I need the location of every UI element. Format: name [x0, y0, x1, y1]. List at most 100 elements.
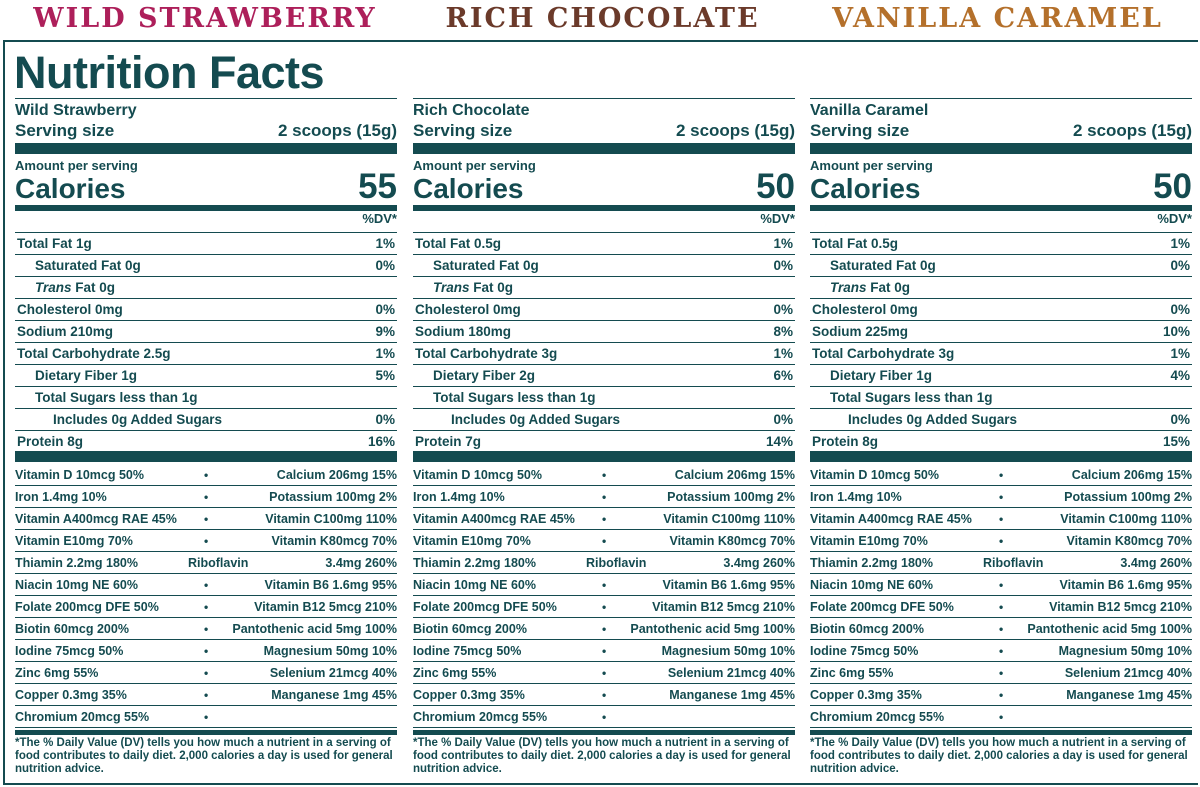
vitamin-thick-rule [810, 451, 1192, 462]
nutrient-dv: 1% [375, 236, 395, 251]
vitamin-left: Copper 0.3mg 35% [810, 687, 922, 702]
flavor-header-chocolate: RICH CHOCOLATE [445, 2, 760, 34]
vitamin-left: Niacin 10mg NE 60% [413, 577, 536, 592]
vitamin-left: Iodine 75mcg 50% [413, 643, 522, 658]
bullet-separator: • [602, 710, 607, 724]
vitamin-left: Chromium 20mcg 55% [15, 709, 150, 724]
vitamin-row: Vitamin D 10mcg 50% • Calcium 206mg 15% [810, 464, 1192, 486]
nutrient-label: Cholesterol 0mg [17, 302, 123, 317]
nutrient-row: Total Sugars less than 1g [413, 386, 795, 408]
bullet-separator: • [204, 468, 209, 482]
vitamin-row: Copper 0.3mg 35% • Manganese 1mg 45% [810, 684, 1192, 706]
vitamin-row: Vitamin A400mcg RAE 45% • Vitamin C100mg 1… [15, 508, 397, 530]
vitamin-row: Vitamin D 10mcg 50% • Calcium 206mg 15% [15, 464, 397, 486]
vitamin-thick-rule [15, 451, 397, 462]
vitamin-right: Magnesium 50mg 10% [1058, 644, 1192, 658]
vitamin-right: Vitamin B6 1.6mg 95% [264, 578, 397, 592]
vitamin-row: Biotin 60mcg 200% • Pantothenic acid 5mg 1… [413, 618, 795, 640]
nutrient-row: Total Fat 0.5g 1% [413, 232, 795, 254]
nutrient-row: Total Carbohydrate 3g 1% [413, 342, 795, 364]
nutrient-dv: 0% [773, 412, 793, 427]
vitamin-row: Biotin 60mcg 200% • Pantothenic acid 5mg 1… [810, 618, 1192, 640]
calories-row: Calories 50 [413, 169, 795, 204]
nutrient-dv: 0% [773, 302, 793, 317]
nutrient-label: Saturated Fat 0g [35, 258, 141, 273]
calories-value: 55 [358, 167, 397, 206]
nutrient-row: Includes 0g Added Sugars 0% [810, 408, 1192, 430]
vitamin-row: Folate 200mcg DFE 50% • Vitamin B12 5mcg 2… [413, 596, 795, 618]
vitamin-left: Vitamin A400mcg RAE 45% [413, 511, 575, 526]
vitamin-row: Zinc 6mg 55% • Selenium 21mcg 40% [810, 662, 1192, 684]
footnote: *The % Daily Value (DV) tells you how mu… [810, 737, 1188, 775]
vitamin-left: Vitamin D 10mcg 50% [15, 467, 144, 482]
calories-row: Calories 50 [810, 169, 1192, 204]
vitamin-right: 3.4mg 260% [325, 556, 397, 570]
vitamin-right: 3.4mg 260% [723, 556, 795, 570]
vitamin-right: Pantothenic acid 5mg 100% [630, 622, 795, 636]
vitamin-right: Manganese 1mg 45% [1066, 688, 1192, 702]
footnote-rule [413, 730, 795, 735]
vitamin-row: Niacin 10mg NE 60% • Vitamin B6 1.6mg 95% [413, 574, 795, 596]
vitamin-mid: Riboflavin [586, 556, 647, 570]
nutrient-dv: 8% [773, 324, 793, 339]
nutrient-label: Saturated Fat 0g [433, 258, 539, 273]
nutrient-label-italic: Trans [35, 280, 72, 295]
nutrient-row: Total Carbohydrate 3g 1% [810, 342, 1192, 364]
vitamin-right: Pantothenic acid 5mg 100% [232, 622, 397, 636]
amount-per-serving: Amount per serving [810, 158, 933, 173]
bullet-separator: • [204, 644, 209, 658]
nutrient-dv: 9% [375, 324, 395, 339]
vitamin-row: Zinc 6mg 55% • Selenium 21mcg 40% [413, 662, 795, 684]
bullet-separator: • [602, 644, 607, 658]
vitamin-left: Thiamin 2.2mg 180% [413, 555, 536, 570]
vitamin-left: Folate 200mcg DFE 50% [15, 599, 159, 614]
bullet-separator: • [204, 534, 209, 548]
vitamin-left: Vitamin D 10mcg 50% [810, 467, 939, 482]
vitamin-row: Vitamin E10mg 70% • Vitamin K80mcg 70% [15, 530, 397, 552]
nutrient-dv: 4% [1170, 368, 1190, 383]
vitamin-row: Thiamin 2.2mg 180% Riboflavin 3.4mg 260% [810, 552, 1192, 574]
vitamin-row: Iodine 75mcg 50% • Magnesium 50mg 10% [810, 640, 1192, 662]
amount-per-serving: Amount per serving [15, 158, 138, 173]
vitamin-right: Vitamin C100mg 110% [1060, 512, 1192, 526]
nutrient-dv: 1% [773, 346, 793, 361]
calories-label: Calories [810, 173, 921, 204]
nutrient-dv: 0% [375, 412, 395, 427]
bullet-separator: • [204, 622, 209, 636]
panel-top-rule [413, 98, 795, 99]
nutrient-label: Cholesterol 0mg [415, 302, 521, 317]
bullet-separator: • [204, 666, 209, 680]
bullet-separator: • [602, 512, 607, 526]
bullet-separator: • [999, 666, 1004, 680]
nutrient-label: Dietary Fiber 1g [830, 368, 933, 383]
label-frame [3, 40, 1198, 785]
vitamin-row: Iron 1.4mg 10% • Potassium 100mg 2% [413, 486, 795, 508]
bullet-separator: • [999, 710, 1004, 724]
vitamin-right: Selenium 21mcg 40% [667, 666, 795, 680]
medium-rule [810, 205, 1192, 211]
nutrient-label: Cholesterol 0mg [812, 302, 918, 317]
nutrient-row: Protein 8g 16% [15, 430, 397, 452]
vitamin-right: Magnesium 50mg 10% [661, 644, 795, 658]
nutrient-row: Sodium 180mg 8% [413, 320, 795, 342]
nutrient-dv: 0% [1170, 258, 1190, 273]
vitamin-row: Vitamin D 10mcg 50% • Calcium 206mg 15% [413, 464, 795, 486]
bullet-separator: • [204, 512, 209, 526]
vitamin-left: Vitamin A400mcg RAE 45% [15, 511, 177, 526]
nutrient-row: Trans Fat 0g [810, 276, 1192, 298]
vitamin-row: Vitamin A400mcg RAE 45% • Vitamin C100mg 1… [810, 508, 1192, 530]
vitamin-left: Chromium 20mcg 55% [810, 709, 945, 724]
nutrient-dv: 1% [1170, 346, 1190, 361]
vitamin-right: Manganese 1mg 45% [669, 688, 795, 702]
serving-size-label: Serving size [413, 121, 513, 140]
nutrient-dv: 0% [1170, 412, 1190, 427]
panel-flavor-name: Rich Chocolate [413, 102, 530, 119]
flavor-header-strawberry: WILD STRAWBERRY [33, 2, 377, 34]
vitamin-row: Vitamin E10mg 70% • Vitamin K80mcg 70% [413, 530, 795, 552]
nutrient-dv: 16% [367, 434, 395, 449]
nutrient-row: Saturated Fat 0g 0% [810, 254, 1192, 276]
vitamin-left: Iron 1.4mg 10% [810, 489, 902, 504]
vitamin-right: Vitamin B6 1.6mg 95% [1059, 578, 1192, 592]
nutrient-row: Sodium 210mg 9% [15, 320, 397, 342]
vitamin-right: Calcium 206mg 15% [674, 468, 795, 482]
